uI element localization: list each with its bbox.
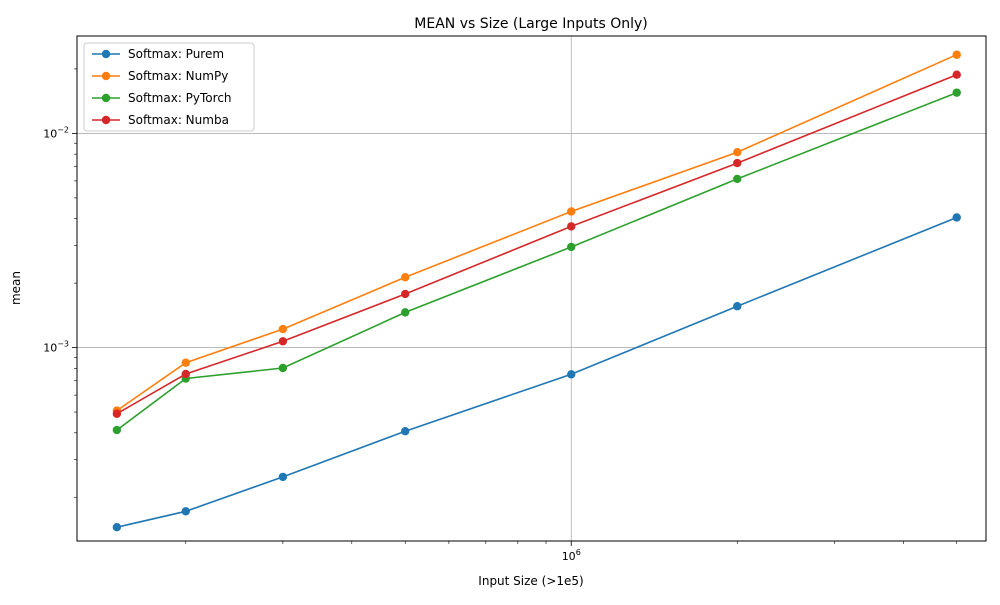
data-point — [567, 207, 576, 216]
tick-label-exponent: −3 — [57, 340, 69, 349]
data-point — [733, 148, 742, 157]
x-axis-label: Input Size (>1e5) — [478, 574, 583, 588]
legend-label: Softmax: NumPy — [128, 69, 228, 83]
tick-label-exponent: 6 — [576, 548, 581, 557]
tick-label-base: 10 — [43, 342, 57, 355]
data-point — [733, 174, 742, 184]
plot-frame — [76, 35, 987, 542]
data-series — [112, 50, 961, 532]
data-point — [181, 507, 190, 516]
data-point — [401, 273, 410, 282]
data-point — [112, 425, 122, 435]
y-tick-label: 10−3 — [43, 340, 69, 355]
y-axis-label: mean — [9, 271, 23, 305]
data-point — [112, 409, 122, 418]
data-point — [401, 289, 410, 299]
data-point — [952, 70, 961, 79]
x-tick-label: 106 — [562, 548, 581, 563]
data-point — [278, 472, 288, 482]
data-point — [278, 324, 288, 334]
chart-title: MEAN vs Size (Large Inputs Only) — [414, 16, 647, 32]
legend-marker — [101, 115, 111, 125]
data-point — [278, 337, 288, 346]
legend-marker — [101, 93, 111, 103]
legend-label: Softmax: Numba — [128, 113, 229, 127]
data-point — [567, 222, 576, 231]
data-point — [952, 213, 961, 222]
data-point — [952, 50, 961, 59]
data-point — [952, 88, 961, 97]
data-point — [278, 363, 288, 373]
tick-label-exponent: −2 — [57, 125, 69, 134]
y-tick-label: 10−2 — [43, 125, 69, 140]
legend-label: Softmax: Purem — [128, 47, 224, 61]
legend: Softmax: Purem Softmax: NumPy Softmax: PyT… — [83, 42, 255, 132]
data-point — [567, 242, 576, 252]
data-point — [112, 522, 122, 532]
data-point — [181, 358, 190, 367]
data-point — [401, 308, 410, 317]
tick-label-base: 10 — [562, 550, 576, 563]
legend-box — [83, 42, 255, 132]
data-point — [181, 369, 190, 379]
series-line — [116, 91, 957, 431]
data-point — [401, 426, 410, 436]
legend-marker — [101, 49, 111, 59]
data-point — [733, 158, 742, 168]
legend-marker — [101, 71, 111, 81]
legend-label: Softmax: PyTorch — [128, 91, 232, 105]
tick-label-base: 10 — [43, 127, 57, 140]
data-point — [567, 370, 576, 379]
data-point — [733, 302, 742, 311]
